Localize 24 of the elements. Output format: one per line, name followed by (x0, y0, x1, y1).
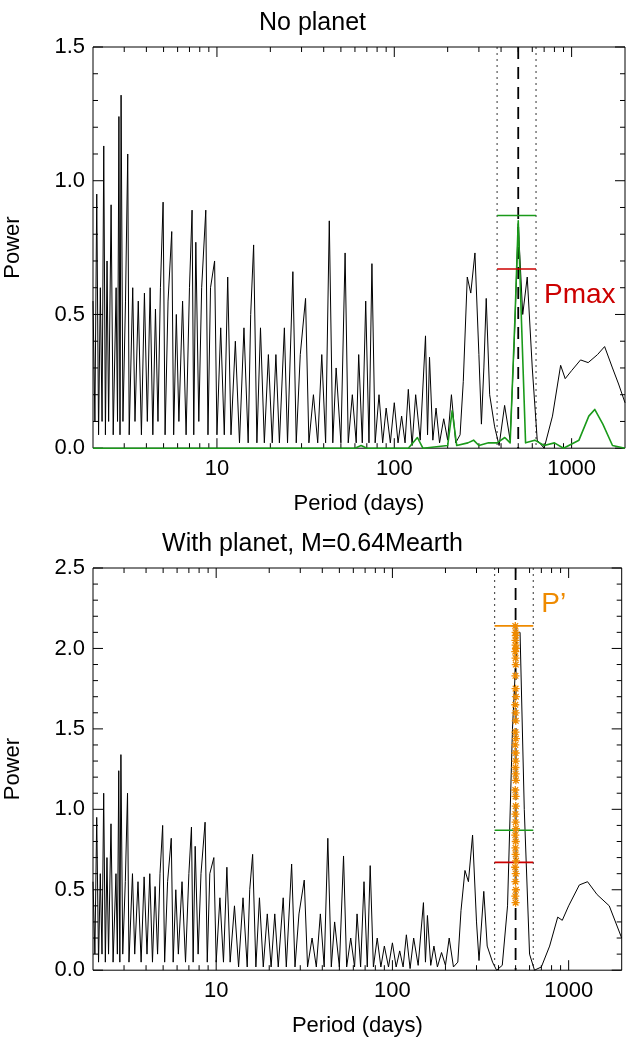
x-tick-label: 10 (204, 455, 230, 481)
annotation: P’ (541, 586, 567, 618)
y-tick-label: 1.0 (54, 166, 85, 192)
y-tick-label: 0.5 (54, 300, 85, 326)
y-tick-label: 0.0 (54, 434, 85, 460)
y-axis-title: Power (0, 216, 25, 279)
x-tick-label: 1000 (544, 977, 594, 1003)
chart-title: No planet (258, 6, 367, 35)
x-tick-label: 100 (374, 977, 411, 1003)
x-axis-title: Period (days) (291, 1011, 423, 1037)
y-tick-label: 2.5 (54, 554, 85, 580)
y-tick-label: 1.0 (54, 795, 85, 821)
y-axis-title: Power (0, 737, 25, 801)
y-tick-label: 0.5 (54, 875, 85, 901)
y-tick-label: 1.5 (54, 714, 85, 740)
y-tick-label: 1.5 (54, 33, 85, 59)
x-tick-label: 100 (375, 455, 413, 481)
chart-title: With planet, M=0.64Mearth (162, 527, 463, 556)
x-tick-label: 1000 (547, 455, 597, 481)
x-axis-title: Period (days) (293, 489, 425, 515)
y-tick-label: 2.0 (54, 634, 85, 660)
y-tick-label: 0.0 (54, 956, 85, 982)
x-tick-label: 10 (203, 977, 229, 1003)
annotation: Pmax (544, 277, 616, 309)
